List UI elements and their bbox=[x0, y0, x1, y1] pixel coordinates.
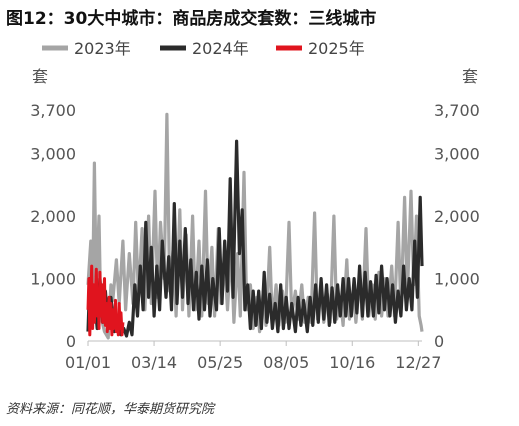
y-tick-left: 3,700 bbox=[30, 101, 76, 120]
y-tick-right: 3,700 bbox=[434, 101, 480, 120]
y-tick-left: 3,000 bbox=[30, 145, 76, 164]
y-tick-right: 1,000 bbox=[434, 270, 480, 289]
x-tick-label: 05/25 bbox=[197, 353, 243, 372]
source-note: 资料来源：同花顺，华泰期货研究院 bbox=[6, 402, 215, 417]
y-axis-unit-right: 套 bbox=[462, 67, 478, 86]
y-axis-unit-left: 套 bbox=[32, 67, 48, 86]
y-tick-left: 2,000 bbox=[30, 207, 76, 226]
legend-label-2: 2024年 bbox=[192, 39, 249, 58]
y-tick-left: 1,000 bbox=[30, 270, 76, 289]
x-tick-label: 10/16 bbox=[329, 353, 375, 372]
x-tick-label: 12/27 bbox=[395, 353, 441, 372]
chart-title: 图12：30大中城市：商品房成交套数：三线城市 bbox=[6, 9, 377, 29]
series-line-2 bbox=[86, 139, 424, 338]
x-tick-label: 03/14 bbox=[131, 353, 177, 372]
x-tick-label: 01/01 bbox=[65, 353, 111, 372]
y-tick-left: 0 bbox=[66, 332, 76, 351]
legend: 2023年 2024年 2025年 bbox=[42, 39, 365, 58]
y-tick-right: 3,000 bbox=[434, 145, 480, 164]
y-tick-right: 0 bbox=[434, 332, 444, 351]
x-axis-ticks: 01/01 03/14 05/25 08/05 10/16 12/27 bbox=[65, 341, 441, 372]
y-tick-right: 2,000 bbox=[434, 207, 480, 226]
legend-label-1: 2023年 bbox=[74, 39, 131, 58]
y-axis-ticks: 0 0 1,000 1,000 2,000 2,000 3,000 3,000 3,700 3,7… bbox=[30, 101, 480, 351]
series-line-3 bbox=[86, 264, 125, 337]
series-lines bbox=[86, 112, 424, 340]
legend-label-3: 2025年 bbox=[308, 39, 365, 58]
x-tick-label: 08/05 bbox=[263, 353, 309, 372]
